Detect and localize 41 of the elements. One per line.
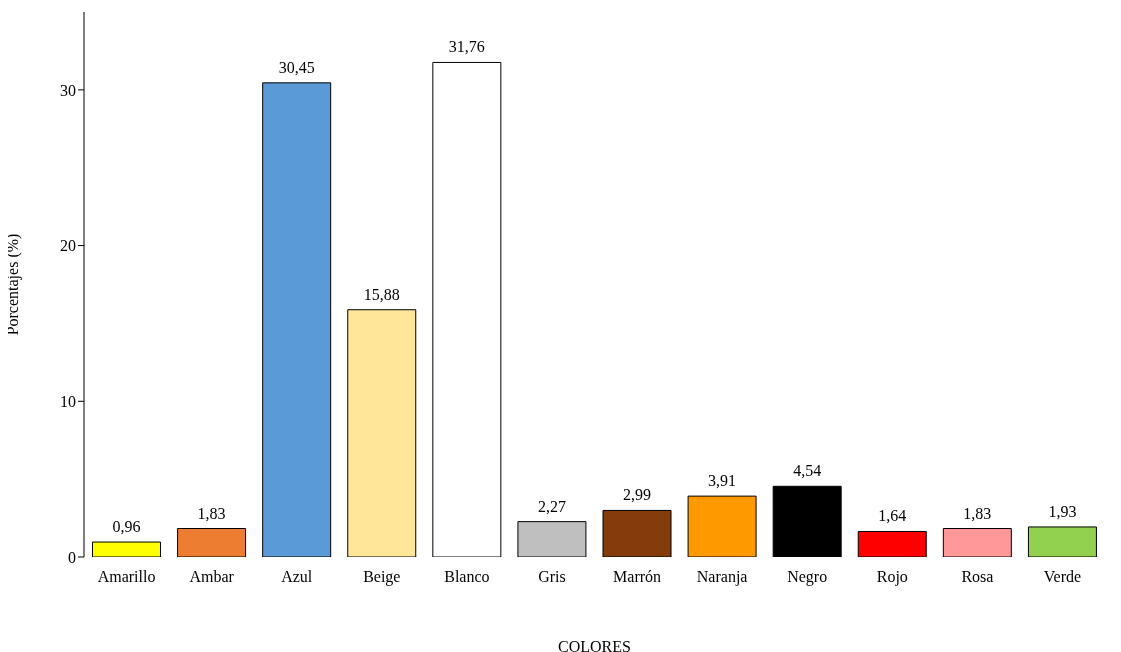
data-label: 4,54: [793, 462, 822, 480]
bar: [772, 485, 842, 557]
x-tick-label: Rosa: [961, 568, 994, 586]
bar: [177, 528, 247, 557]
x-tick-label: Negro: [787, 568, 828, 587]
bar: [432, 61, 502, 557]
data-label: 1,83: [963, 504, 992, 522]
bar: [857, 530, 927, 557]
x-tick-label: Amarillo: [97, 568, 156, 586]
x-tick-label: Blanco: [444, 568, 490, 586]
data-label: 1,64: [878, 507, 907, 525]
x-tick-label: Rojo: [876, 568, 908, 587]
bar: [517, 521, 587, 557]
x-tick-label: Ambar: [189, 568, 235, 586]
y-tick-label: 20: [60, 237, 76, 255]
bar: [1027, 526, 1097, 557]
data-label: 2,99: [623, 486, 652, 504]
x-axis-title: COLORES: [558, 638, 631, 652]
bar: [687, 495, 757, 557]
x-tick-label: Azul: [281, 568, 313, 586]
bar: [92, 541, 162, 557]
data-label: 0,96: [112, 518, 141, 536]
x-tick-label: Verde: [1043, 568, 1082, 586]
y-tick-label: 10: [60, 392, 76, 410]
data-label: 31,76: [448, 38, 485, 56]
x-tick-label: Naranja: [696, 568, 748, 587]
bar: [262, 82, 332, 557]
data-label: 1,93: [1048, 502, 1077, 520]
y-tick-label: 0: [68, 548, 76, 566]
bar: [347, 309, 417, 557]
x-tick-label: Marrón: [613, 568, 662, 586]
y-tick-label: 30: [60, 81, 76, 99]
data-label: 1,83: [197, 504, 226, 522]
data-label: 30,45: [278, 58, 315, 76]
data-label: 3,91: [708, 472, 737, 490]
x-tick-label: Gris: [538, 568, 566, 586]
x-tick-label: Beige: [363, 568, 401, 587]
bar: [602, 509, 672, 557]
data-label: 2,27: [537, 497, 566, 515]
data-label: 15,88: [363, 285, 400, 303]
bar: [942, 528, 1012, 557]
